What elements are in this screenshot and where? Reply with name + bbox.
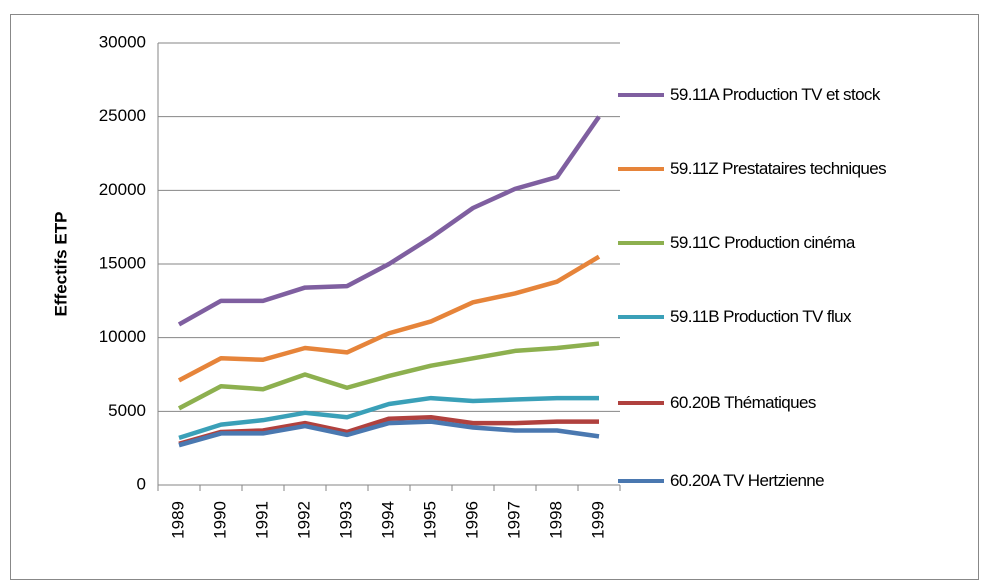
legend: 59.11A Production TV et stock 59.11Z Pres…: [610, 0, 982, 582]
x-tick-label: 1998: [546, 501, 565, 539]
x-tick-label: 1994: [378, 501, 397, 539]
x-tick-label: 1989: [168, 501, 187, 539]
x-tick-label: 1991: [252, 501, 271, 539]
legend-swatch: [618, 479, 664, 483]
y-tick-label: 5000: [108, 401, 146, 420]
x-tick-label: 1997: [504, 501, 523, 539]
series-line: [178, 419, 600, 448]
x-tick-label: 1996: [462, 501, 481, 539]
legend-item: 60.20B Thématiques: [618, 389, 970, 416]
legend-item: 59.11A Production TV et stock: [618, 81, 970, 108]
y-tick-label: 25000: [99, 106, 146, 125]
y-tick-label: 15000: [99, 253, 146, 272]
legend-swatch: [618, 315, 664, 319]
series-line: [178, 414, 599, 446]
legend-swatch: [618, 167, 664, 171]
series-line: [177, 115, 601, 327]
legend-label: 59.11C Production cinéma: [670, 233, 855, 252]
legend-swatch: [618, 401, 664, 405]
legend-label: 59.11Z Prestataires techniques: [670, 159, 887, 178]
legend-item: 59.11C Production cinéma: [618, 229, 970, 256]
legend-label: 59.11B Production TV flux: [670, 307, 852, 326]
legend-label: 60.20A TV Hertzienne: [670, 471, 825, 490]
x-tick-label: 1999: [588, 501, 607, 539]
y-tick-label: 30000: [99, 32, 146, 51]
series-line: [178, 395, 599, 440]
series-line: [177, 254, 601, 383]
legend-label: 59.11A Production TV et stock: [670, 85, 880, 104]
y-tick-label: 0: [137, 474, 146, 493]
series-line: [177, 341, 600, 411]
legend-item: 59.11B Production TV flux: [618, 303, 970, 330]
y-tick-label: 20000: [99, 180, 146, 199]
x-tick-label: 1993: [336, 501, 355, 539]
x-tick-label: 1995: [420, 501, 439, 539]
legend-item: 60.20A TV Hertzienne: [618, 467, 970, 494]
y-tick-label: 10000: [99, 327, 146, 346]
x-tick-label: 1992: [294, 501, 313, 539]
legend-swatch: [618, 241, 664, 245]
legend-label: 60.20B Thématiques: [670, 393, 816, 412]
x-tick-label: 1990: [210, 501, 229, 539]
legend-item: 59.11Z Prestataires techniques: [618, 155, 970, 182]
legend-swatch: [618, 93, 664, 97]
y-axis-label: Effectifs ETP: [51, 212, 70, 317]
